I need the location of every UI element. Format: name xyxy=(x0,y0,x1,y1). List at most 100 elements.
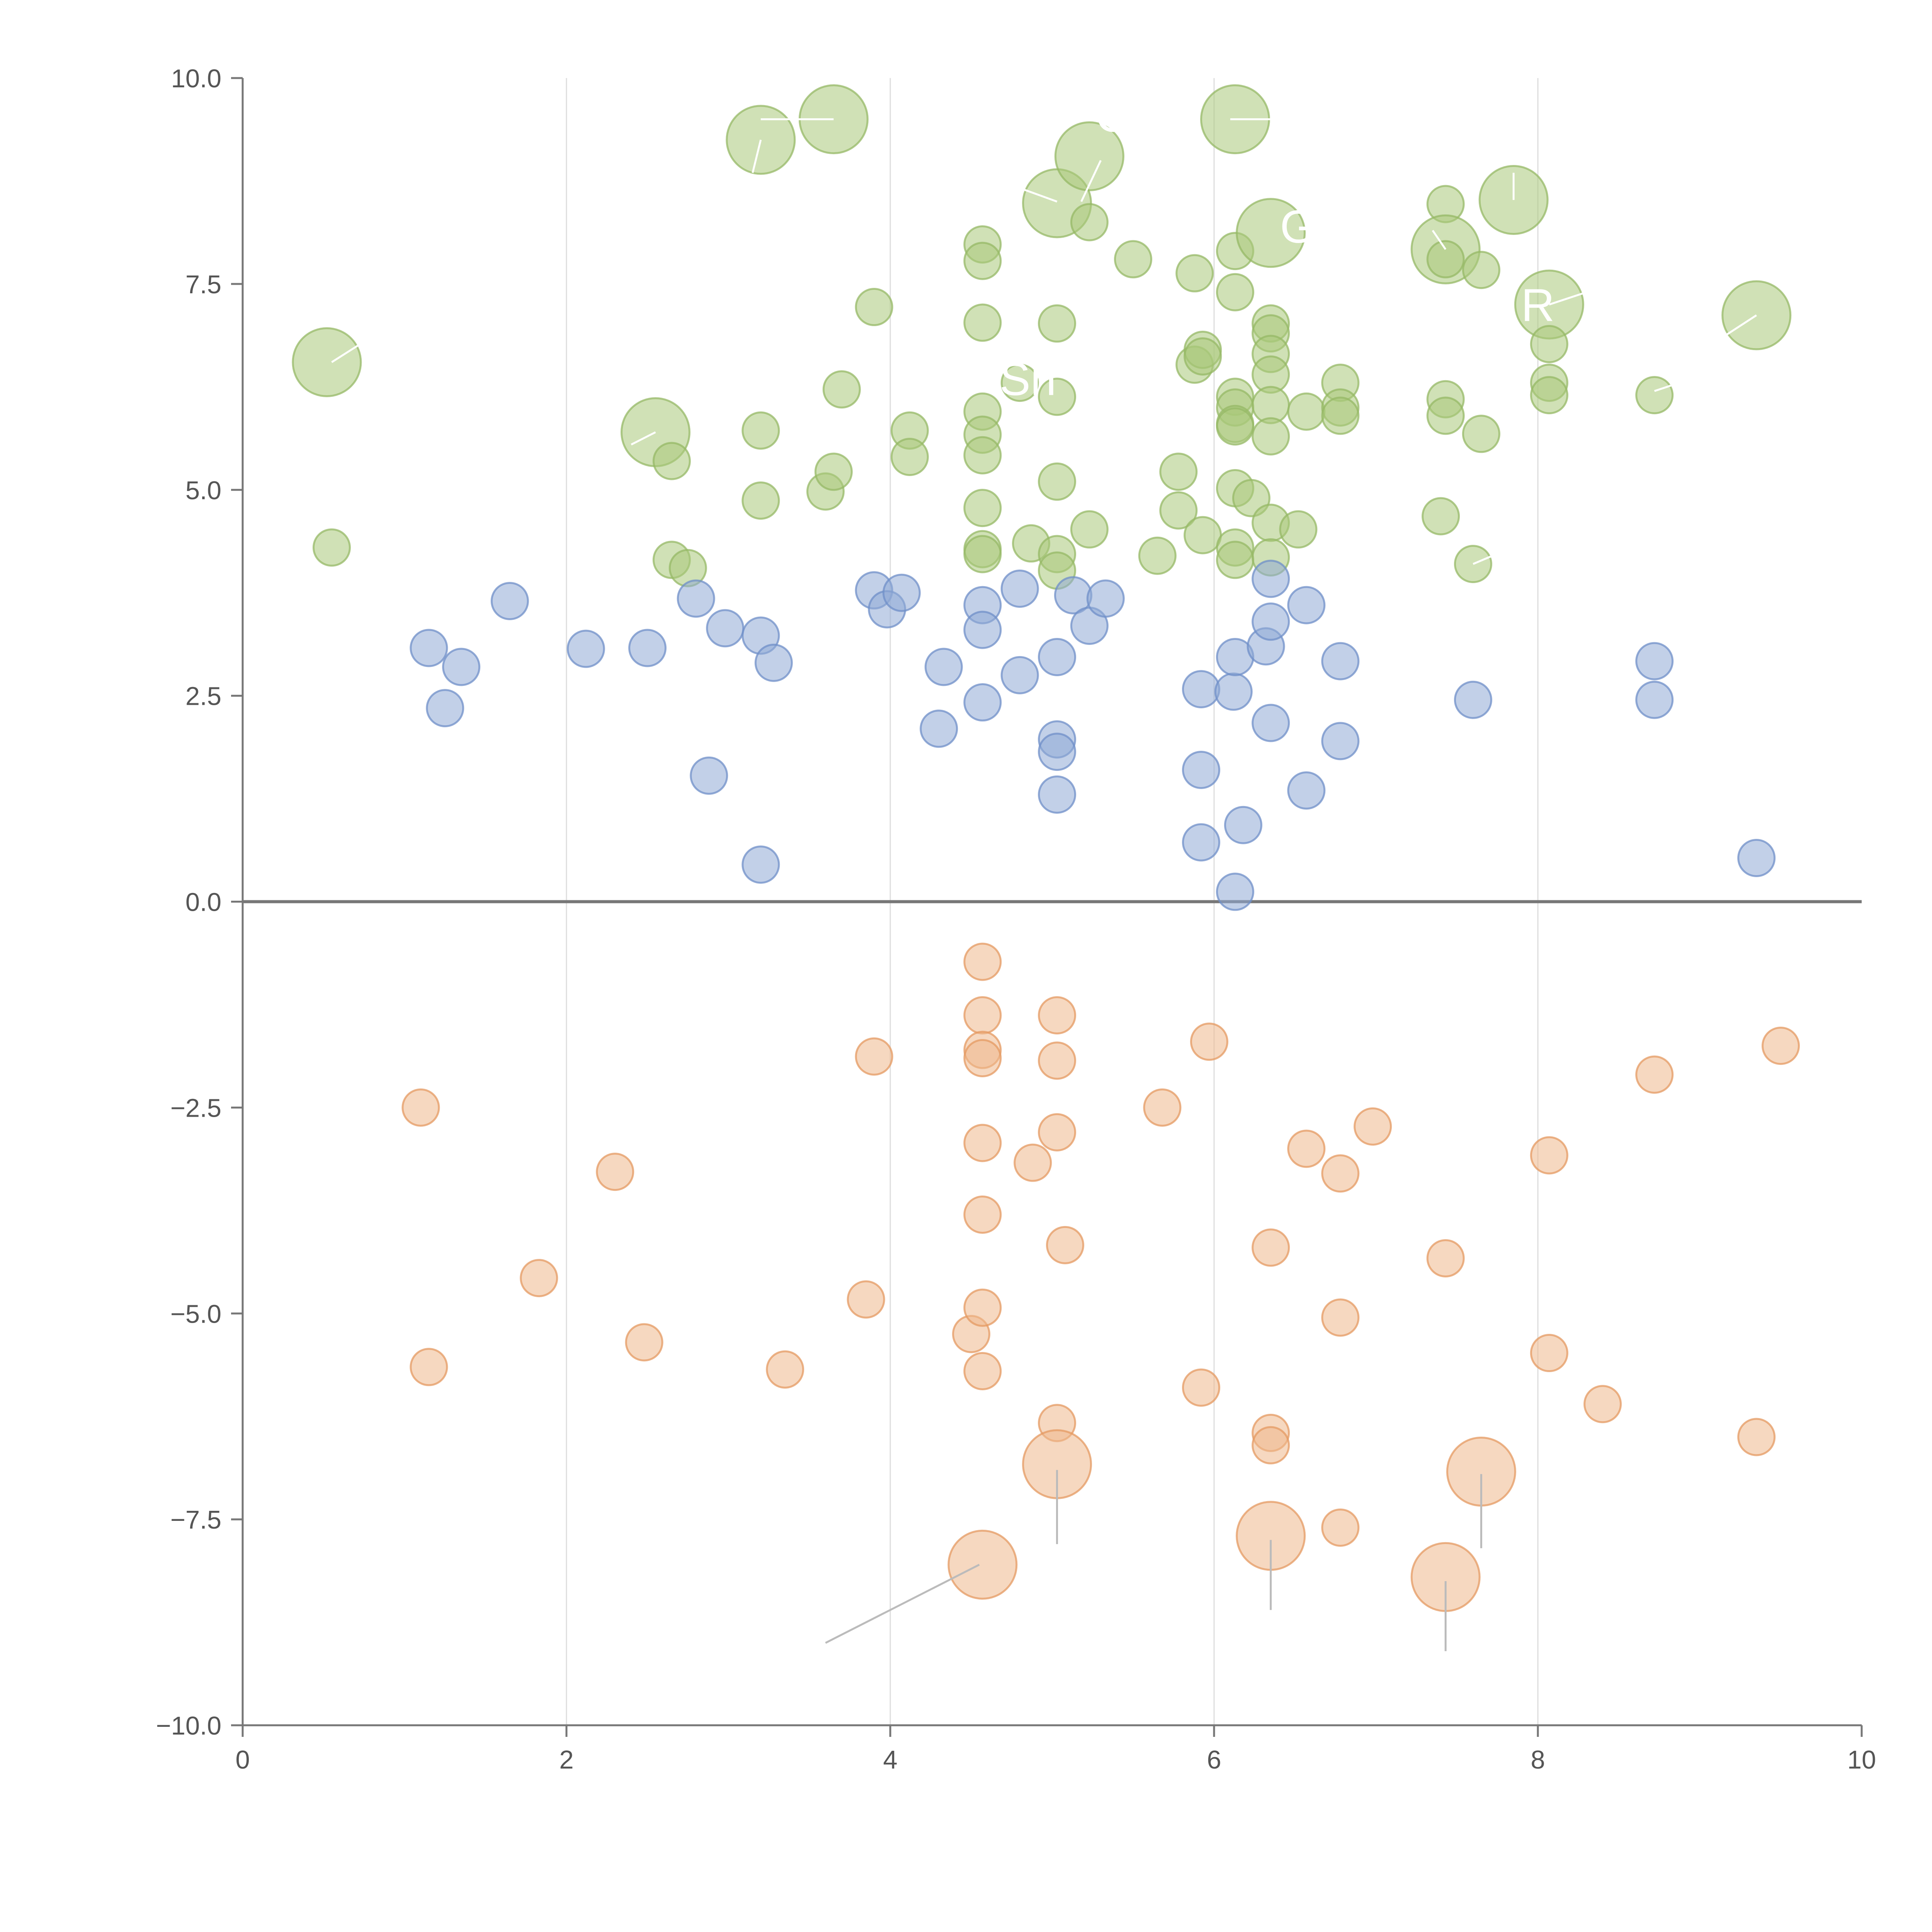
data-point-orange xyxy=(410,1348,448,1386)
data-point-green xyxy=(1530,325,1568,363)
data-point-orange xyxy=(1038,1113,1077,1151)
data-point-blue xyxy=(1086,579,1125,618)
data-point-orange xyxy=(401,1088,440,1127)
data-point-green xyxy=(1054,121,1124,191)
data-point-green xyxy=(1070,510,1109,549)
x-tick-label: 2 xyxy=(559,1745,573,1774)
data-point-green xyxy=(312,528,351,567)
data-point-orange xyxy=(766,1350,804,1389)
data-point-orange xyxy=(1287,1129,1326,1168)
data-point-orange xyxy=(1635,1055,1674,1094)
data-point-blue xyxy=(1287,771,1326,810)
x-tick-label: 0 xyxy=(235,1745,250,1774)
data-point-green xyxy=(1159,491,1198,530)
data-point-blue xyxy=(1454,680,1492,719)
data-point-blue xyxy=(677,579,715,618)
data-point-orange xyxy=(963,942,1002,981)
data-point-green xyxy=(814,452,853,491)
data-point-green xyxy=(1236,198,1306,268)
data-point-green xyxy=(1462,415,1500,453)
leader-line xyxy=(1654,378,1692,392)
data-point-orange xyxy=(1321,1154,1360,1193)
leader-line xyxy=(331,340,365,363)
data-point-green xyxy=(1422,497,1460,536)
data-point-orange xyxy=(1252,1228,1290,1267)
data-point-green xyxy=(1530,376,1568,415)
data-point-green xyxy=(1279,510,1318,549)
data-point-blue xyxy=(1635,680,1674,719)
data-point-green xyxy=(1321,396,1360,435)
data-point-orange xyxy=(625,1323,663,1362)
data-point-green xyxy=(1252,417,1290,456)
leader-line xyxy=(1549,291,1587,306)
y-tick-label: −5.0 xyxy=(170,1299,221,1328)
data-point-orange xyxy=(596,1153,634,1191)
data-point-orange xyxy=(963,1288,1002,1327)
data-point-blue xyxy=(1252,602,1290,641)
axes: 0 2 4 6 8 10 −10.0 −7.5 −5.0 −2.5 0.0 2.5 5.0 7.5 10.0 xyxy=(156,64,1876,1774)
data-point-blue xyxy=(1000,570,1039,608)
data-point-orange xyxy=(520,1259,558,1298)
data-point-orange xyxy=(1737,1418,1776,1456)
data-point-green xyxy=(1175,254,1214,293)
leader-line xyxy=(752,139,762,173)
data-point-green xyxy=(1070,203,1109,242)
data-point-orange xyxy=(963,996,1002,1035)
data-point-blue xyxy=(1182,823,1220,862)
data-point-blue xyxy=(1252,704,1290,742)
data-point-blue xyxy=(1038,733,1077,771)
leader-line xyxy=(1715,314,1757,343)
data-point-blue xyxy=(426,689,464,728)
data-point-blue xyxy=(1224,806,1262,844)
data-point-green xyxy=(742,411,780,450)
data-point-orange xyxy=(1182,1368,1220,1407)
data-point-green xyxy=(1159,452,1198,491)
annotations: C Gl R Sh xyxy=(1000,90,1555,405)
data-point-blue xyxy=(1252,560,1290,598)
data-point-green xyxy=(1038,304,1077,343)
annotation-label: Sh xyxy=(1000,353,1056,405)
data-point-orange xyxy=(855,1037,893,1076)
data-point-green xyxy=(1038,462,1077,501)
x-tick-label: 10 xyxy=(1847,1745,1876,1774)
data-point-orange xyxy=(1038,1041,1077,1080)
data-point-orange xyxy=(847,1280,885,1319)
data-point-orange xyxy=(963,1195,1002,1234)
data-point-orange xyxy=(1190,1022,1228,1061)
data-point-orange xyxy=(1143,1088,1182,1127)
leader-line xyxy=(1432,230,1447,250)
data-point-blue xyxy=(1216,872,1254,911)
y-tick-label: −10.0 xyxy=(156,1711,221,1740)
data-point-green xyxy=(1426,396,1465,435)
data-point-blue xyxy=(1182,670,1220,709)
data-point-blue xyxy=(742,845,780,884)
data-point-orange xyxy=(1762,1027,1800,1065)
leader-line xyxy=(1080,160,1102,202)
data-point-green xyxy=(652,442,691,480)
data-point-green xyxy=(1216,541,1254,579)
y-tick-label: 5.0 xyxy=(185,476,221,505)
data-point-orange xyxy=(1252,1426,1290,1464)
data-point-blue xyxy=(963,611,1002,649)
y-tick-label: 7.5 xyxy=(185,270,221,299)
data-point-orange xyxy=(1321,1508,1360,1547)
data-point-orange xyxy=(1014,1143,1052,1182)
data-point-blue xyxy=(628,629,667,667)
x-tick-label: 4 xyxy=(883,1745,897,1774)
data-point-orange xyxy=(1530,1334,1568,1372)
data-point-green xyxy=(890,437,929,476)
data-points xyxy=(292,84,1800,1612)
data-point-blue xyxy=(924,648,963,686)
data-point-green xyxy=(742,481,780,520)
data-point-blue xyxy=(410,629,448,667)
y-tick-label: −7.5 xyxy=(170,1505,221,1534)
data-point-blue xyxy=(1635,642,1674,680)
data-point-orange xyxy=(1426,1239,1465,1277)
data-point-blue xyxy=(1737,839,1776,878)
data-point-green xyxy=(1038,378,1077,416)
x-tick-label: 8 xyxy=(1531,1745,1545,1774)
x-tick-label: 6 xyxy=(1207,1745,1221,1774)
leader-line xyxy=(1019,325,1037,359)
